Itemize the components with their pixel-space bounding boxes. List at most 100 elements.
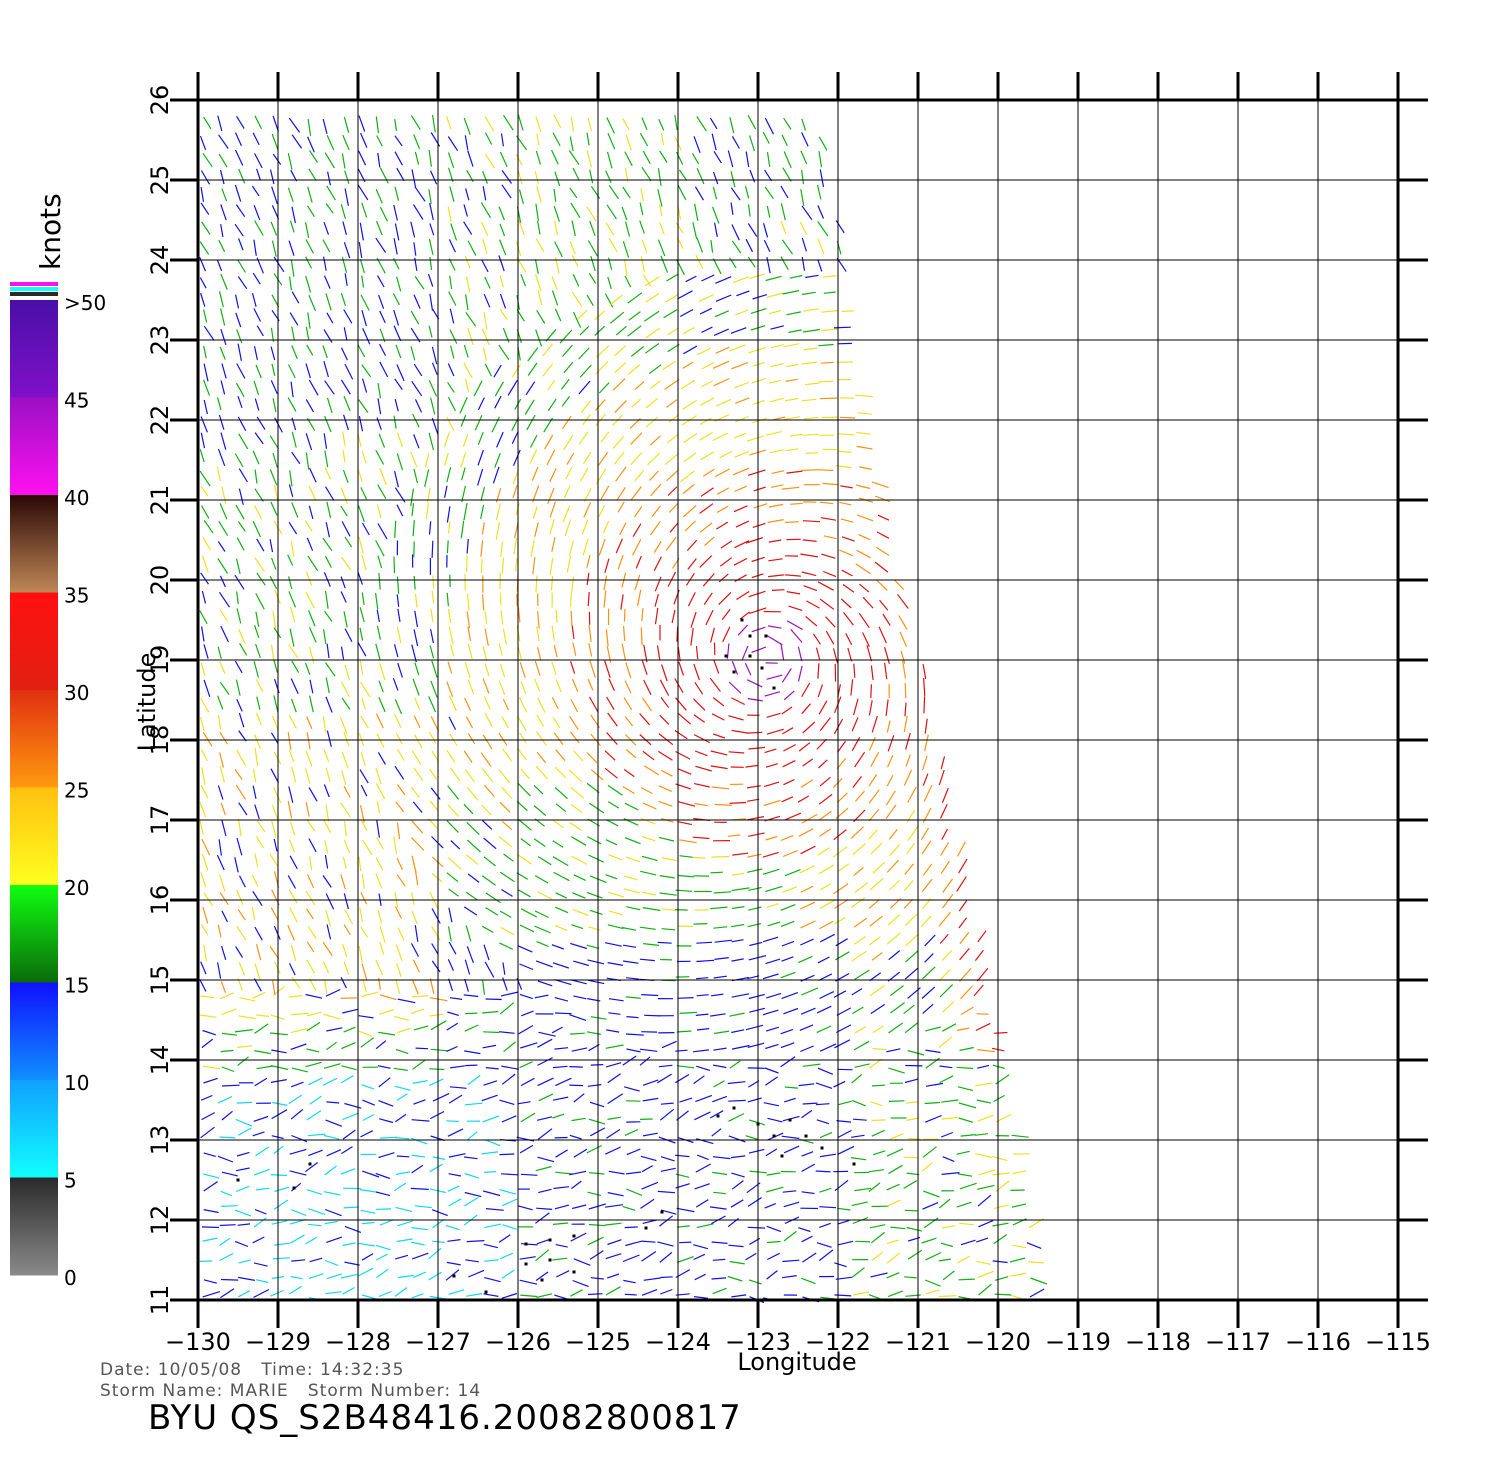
wind-vector: [271, 1049, 287, 1054]
wind-vector: [658, 800, 673, 807]
wind-vector: [237, 521, 246, 532]
wind-vector: [699, 307, 713, 315]
wind-vector: [789, 433, 803, 437]
wind-vector: [750, 308, 767, 314]
wind-vector: [237, 343, 242, 361]
wind-vector: [499, 910, 512, 918]
wind-vector: [731, 939, 744, 943]
wind-vector: [482, 979, 486, 995]
wind-vector: [466, 839, 481, 853]
wind-vector: [289, 312, 299, 326]
wind-vector: [484, 961, 495, 978]
wind-vector: [379, 1118, 394, 1124]
x-tick-label: −120: [965, 1328, 1031, 1356]
wind-vector: [878, 626, 887, 644]
wind-vector: [394, 378, 403, 390]
wind-vector: [657, 189, 663, 207]
wind-vector: [766, 205, 771, 218]
wind-vector: [530, 540, 535, 557]
wind-vector: [685, 275, 697, 283]
wind-vector: [217, 115, 223, 132]
wind-vector: [745, 1252, 757, 1261]
wind-vector: [414, 276, 425, 290]
wind-vector: [219, 1237, 231, 1246]
wind-vector: [555, 892, 567, 899]
wind-vector: [607, 1273, 620, 1279]
wind-vector: [537, 1057, 553, 1066]
wind-vector: [325, 893, 335, 910]
wind-vector: [235, 382, 245, 398]
wind-vector: [518, 189, 524, 204]
wind-vector: [291, 291, 300, 304]
wind-vector: [554, 925, 568, 931]
wind-vector: [572, 273, 580, 287]
wind-vector: [519, 963, 534, 971]
wind-vector: [572, 311, 582, 328]
wind-vector: [698, 293, 715, 303]
wind-vector: [819, 776, 831, 787]
wind-vector: [834, 1179, 849, 1192]
wind-vector: [642, 1079, 659, 1086]
wind-vector: [219, 1224, 236, 1227]
wind-vector: [609, 294, 623, 306]
wind-vector: [868, 789, 880, 804]
wind-vector: [393, 325, 402, 342]
wind-vector: [255, 643, 261, 658]
wind-vector: [570, 942, 587, 950]
wind-vector: [837, 1129, 852, 1139]
wind-vector: [394, 135, 403, 147]
wind-vector: [254, 557, 265, 572]
wind-vector: [624, 1293, 637, 1296]
wind-vector: [659, 1215, 674, 1227]
wind-vector: [534, 875, 549, 884]
wind-vector: [199, 256, 207, 272]
colorbar-band: [10, 982, 58, 1081]
wind-vector: [201, 221, 211, 235]
wind-vector: [747, 868, 763, 873]
wind-vector: [325, 696, 333, 713]
wind-vector: [694, 186, 705, 201]
wind-vector: [699, 522, 713, 533]
wind-vector: [636, 589, 642, 607]
wind-vector: [477, 449, 484, 466]
y-tick-label: 12: [146, 1205, 174, 1236]
wind-vector: [428, 238, 434, 255]
wind-vector: [254, 469, 258, 484]
wind-vector: [835, 951, 850, 961]
wind-vector: [663, 309, 678, 319]
wind-vector: [677, 290, 693, 300]
wind-vector: [234, 1209, 251, 1217]
wind-vector: [430, 716, 440, 732]
wind-vector: [874, 495, 891, 503]
wind-vector: [836, 1007, 852, 1016]
wind-vector: [237, 396, 243, 408]
wind-vector: [857, 514, 874, 522]
wind-vector: [886, 859, 899, 873]
wind-vector: [200, 716, 205, 732]
wind-vector: [430, 787, 441, 800]
wind-vector: [216, 854, 225, 871]
wind-vector: [675, 1154, 690, 1158]
wind-vector: [764, 748, 777, 754]
wind-vector: [464, 135, 469, 150]
wind-vector: [412, 1271, 427, 1278]
wind-vector: [270, 1289, 284, 1297]
wind-vector: [520, 838, 531, 847]
wind-vector: [413, 468, 418, 484]
wind-vector: [308, 838, 317, 853]
wind-vector: [450, 345, 455, 359]
wind-vector: [217, 558, 229, 574]
wind-vector: [270, 1079, 287, 1083]
wind-vector: [623, 697, 633, 711]
wind-vector: [818, 343, 834, 347]
wind-vector: [938, 912, 951, 927]
wind-vector: [693, 136, 701, 154]
wind-vector: [856, 445, 873, 450]
y-tick-label: 16: [146, 885, 174, 916]
wind-vector: [623, 888, 640, 894]
wind-vector: [288, 240, 295, 256]
wind-vector: [590, 1016, 607, 1020]
wind-vector: [484, 712, 493, 727]
wind-vector: [501, 888, 513, 897]
wind-vector: [480, 558, 483, 574]
